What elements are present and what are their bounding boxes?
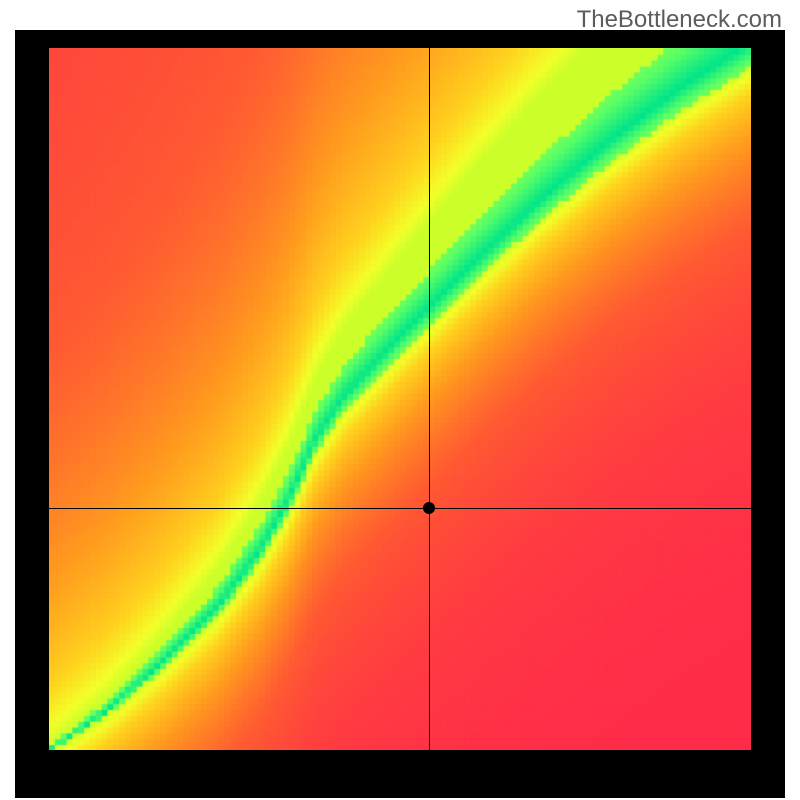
crosshair-vertical [429, 48, 430, 750]
bottleneck-heatmap [49, 48, 751, 750]
chart-frame [15, 30, 785, 798]
crosshair-horizontal [49, 508, 751, 509]
root: TheBottleneck.com [0, 0, 800, 800]
watermark-text: TheBottleneck.com [577, 6, 782, 34]
